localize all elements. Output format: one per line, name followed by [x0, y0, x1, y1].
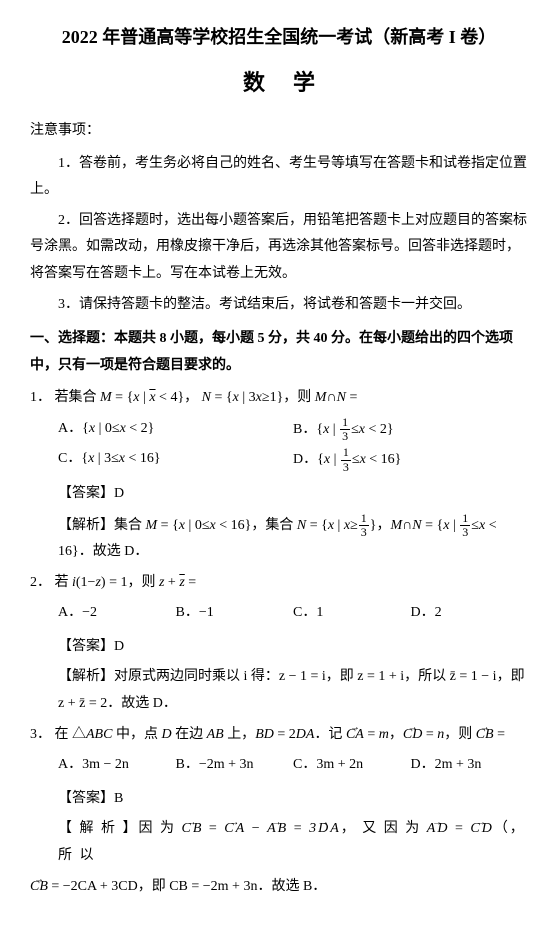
q1-options: A．{x | 0≤x < 2} B．{x | 13≤x < 2} C．{x | … [30, 416, 528, 477]
fraction-icon: 13 [359, 512, 369, 539]
notice-label: 注意事项： [30, 118, 528, 145]
q2-opt-d: D．2 [411, 600, 529, 627]
vector-icon: CA [346, 727, 364, 742]
question-3: 3． 在 △ABC 中，点 D 在边 AB 上，BD = 2DA．记 CA = … [30, 722, 528, 749]
q3-opt-d: D．2m + 3n [411, 752, 529, 779]
section-1-header: 一、选择题：本题共 8 小题，每小题 5 分，共 40 分。在每小题给出的四个选… [30, 326, 528, 379]
q2-options: A．−2 B．−1 C．1 D．2 [30, 600, 528, 630]
q3-stem: 在 △ABC 中，点 D 在边 AB 上，BD = 2DA．记 CA = m，C… [55, 727, 506, 742]
q2-opt-a: A．−2 [58, 600, 176, 627]
exam-title-main: 2022 年普通高等学校招生全国统一考试（新高考 I 卷） [30, 20, 528, 54]
vector-icon: CB [476, 727, 494, 742]
q1-opt-b: B．{x | 13≤x < 2} [293, 416, 528, 444]
q2-opt-c: C．1 [293, 600, 411, 627]
q1-opt-c: C．{x | 3≤x < 16} [58, 446, 293, 474]
q1-num: 1． [30, 390, 51, 405]
q3-opt-b: B．−2m + 3n [176, 752, 294, 779]
q1-analysis: 【解析】集合 M = {x | 0≤x < 16}，集合 N = {x | x≥… [30, 512, 528, 566]
vector-icon: AB [267, 821, 288, 836]
q3-opt-a: A．3m − 2n [58, 752, 176, 779]
question-2: 2． 若 i(1−z) = 1，则 z + z = [30, 570, 528, 597]
q2-opt-b: B．−1 [176, 600, 294, 627]
q3-answer: 【答案】B [30, 786, 528, 813]
q3-analysis: 【 解 析 】因 为 CB = CA − AB = 3DA， 又 因 为 AD … [30, 816, 528, 869]
notice-item-1: 1．答卷前，考生务必将自己的姓名、考生号等填写在答题卡和试卷指定位置上。 [30, 151, 528, 204]
q3-options: A．3m − 2n B．−2m + 3n C．3m + 2n D．2m + 3n [30, 752, 528, 782]
q2-stem: 若 i(1−z) = 1，则 z + z = [55, 575, 197, 590]
q1-answer: 【答案】D [30, 481, 528, 508]
vector-icon: CB [30, 879, 48, 894]
vector-icon: CD [470, 821, 493, 836]
vector-icon: CB [182, 821, 204, 836]
notice-item-3: 3．请保持答题卡的整洁。考试结束后，将试卷和答题卡一并交回。 [30, 292, 528, 319]
question-1: 1． 若集合 M = {x | x < 4}， N = {x | 3x≥1}，则… [30, 385, 528, 412]
vector-icon: CD [403, 727, 422, 742]
fraction-icon: 13 [341, 446, 351, 473]
q3-num: 3． [30, 727, 51, 742]
q2-answer: 【答案】D [30, 634, 528, 661]
q2-analysis: 【解析】对原式两边同时乘以 i 得：z − 1 = i，即 z = 1 + i，… [30, 664, 528, 717]
q2-num: 2． [30, 575, 51, 590]
vector-icon: CA [224, 821, 246, 836]
vector-icon: 3DA [309, 821, 341, 836]
q1-stem: 若集合 M = {x | x < 4}， N = {x | 3x≥1}，则 M∩… [55, 390, 358, 405]
q1-opt-a: A．{x | 0≤x < 2} [58, 416, 293, 444]
q3-opt-c: C．3m + 2n [293, 752, 411, 779]
fraction-icon: 13 [340, 416, 350, 443]
notice-item-2: 2．回答选择题时，选出每小题答案后，用铅笔把答题卡上对应题目的答案标号涂黑。如需… [30, 208, 528, 288]
q1-opt-d: D．{x | 13≤x < 16} [293, 446, 528, 474]
q3-analysis-line2: CB = −2CA + 3CD，即 CB = −2m + 3n．故选 B． [30, 874, 528, 901]
fraction-icon: 13 [460, 512, 470, 539]
exam-title-subject: 数学 [30, 62, 528, 104]
vector-icon: AD [427, 821, 450, 836]
